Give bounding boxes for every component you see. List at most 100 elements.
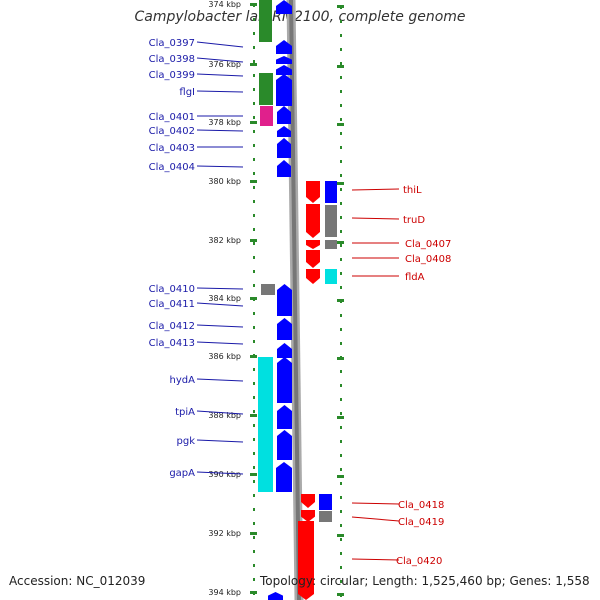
label-leader-line xyxy=(196,57,244,63)
ruler-dot xyxy=(253,508,255,511)
ruler-dot xyxy=(253,172,255,175)
ruler-dot xyxy=(340,314,342,317)
cog-block-green xyxy=(259,73,273,105)
ruler-dot xyxy=(340,20,342,23)
ruler-dot xyxy=(253,256,255,259)
ruler-dot xyxy=(340,538,342,541)
ruler-dot xyxy=(253,242,255,245)
ruler-dot xyxy=(253,452,255,455)
ruler-dot xyxy=(340,62,342,65)
cog-block-green xyxy=(259,0,272,42)
gene-label-left: Cla_0398 xyxy=(149,54,195,65)
major-tick xyxy=(250,239,257,242)
label-leader-line xyxy=(196,302,244,307)
ruler-dot xyxy=(340,230,342,233)
major-tick xyxy=(337,123,344,126)
ruler-dot xyxy=(253,340,255,343)
major-tick xyxy=(337,299,344,302)
label-leader-line xyxy=(196,73,244,77)
ruler-dot xyxy=(340,510,342,513)
cds-reverse xyxy=(301,494,315,508)
gene-label-left: gapA xyxy=(169,468,195,479)
ruler-dot xyxy=(253,214,255,217)
label-leader-line xyxy=(196,287,244,290)
ruler-dot xyxy=(253,158,255,161)
cds-forward xyxy=(276,462,292,492)
ruler-dot xyxy=(253,424,255,427)
ruler-dot xyxy=(253,382,255,385)
position-tick-label: 386 kbp xyxy=(208,352,241,361)
ruler-dot xyxy=(253,46,255,49)
major-tick xyxy=(337,475,344,478)
ruler-dot xyxy=(340,580,342,583)
cds-forward xyxy=(276,0,292,14)
ruler-dot xyxy=(340,342,342,345)
gene-label-right: Cla_0418 xyxy=(398,500,444,511)
label-leader-line xyxy=(351,516,400,522)
position-tick-label: 390 kbp xyxy=(208,470,241,479)
cds-forward xyxy=(277,318,292,340)
cds-forward xyxy=(276,40,292,54)
label-leader-line xyxy=(196,129,244,132)
cog-block-gray xyxy=(319,511,332,522)
ruler-dot xyxy=(340,482,342,485)
gene-label-left: Cla_0412 xyxy=(149,321,195,332)
cds-forward xyxy=(277,296,292,316)
ruler-dot xyxy=(253,494,255,497)
ruler-dot xyxy=(340,216,342,219)
ruler-dot xyxy=(340,272,342,275)
label-leader-line xyxy=(351,502,400,505)
ruler-dot xyxy=(253,578,255,581)
ruler-dot xyxy=(340,566,342,569)
gene-label-left: Cla_0404 xyxy=(149,162,195,173)
ruler-dot xyxy=(253,60,255,63)
gene-label-left: Cla_0413 xyxy=(149,338,195,349)
position-tick-label: 376 kbp xyxy=(208,60,241,69)
major-tick xyxy=(250,591,257,594)
ruler-dot xyxy=(253,522,255,525)
cog-block-magenta xyxy=(260,106,273,126)
ruler-dot xyxy=(340,48,342,51)
label-leader-line xyxy=(351,188,400,191)
major-tick xyxy=(250,532,257,535)
ruler-dot xyxy=(340,258,342,261)
label-leader-line xyxy=(196,439,244,443)
gene-label-left: flgI xyxy=(179,87,195,98)
cds-forward xyxy=(277,106,291,124)
ruler-dot xyxy=(253,186,255,189)
label-leader-line xyxy=(196,165,244,168)
cds-forward xyxy=(277,284,292,303)
cog-block-blue xyxy=(319,494,332,510)
cds-reverse xyxy=(306,181,320,203)
position-tick-label: 384 kbp xyxy=(208,294,241,303)
ruler-dot xyxy=(253,284,255,287)
major-tick xyxy=(337,416,344,419)
gene-label-left: Cla_0402 xyxy=(149,126,195,137)
major-tick xyxy=(250,297,257,300)
major-tick xyxy=(250,355,257,358)
map-title: Campylobacter lari RM2100, complete geno… xyxy=(134,9,466,25)
ruler-dot xyxy=(340,412,342,415)
ruler-dot xyxy=(253,200,255,203)
position-tick-label: 380 kbp xyxy=(208,177,241,186)
major-tick xyxy=(250,121,257,124)
gene-label-left: tpiA xyxy=(175,407,195,418)
ruler-dot xyxy=(340,468,342,471)
position-tick-label: 374 kbp xyxy=(208,0,241,9)
ruler-dot xyxy=(340,104,342,107)
cds-forward xyxy=(277,405,292,429)
ruler-dot xyxy=(340,132,342,135)
gene-label-left: Cla_0410 xyxy=(149,284,195,295)
major-tick xyxy=(337,534,344,537)
gene-label-right: truD xyxy=(403,215,425,226)
ruler-dot xyxy=(340,426,342,429)
ruler-dot xyxy=(340,496,342,499)
major-tick xyxy=(250,473,257,476)
ruler-dot xyxy=(253,480,255,483)
cds-reverse xyxy=(306,250,320,268)
gene-label-left: hydA xyxy=(170,375,196,386)
label-leader-line xyxy=(196,41,244,48)
ruler-dot xyxy=(253,410,255,413)
major-tick xyxy=(337,5,344,8)
major-tick xyxy=(250,3,257,6)
